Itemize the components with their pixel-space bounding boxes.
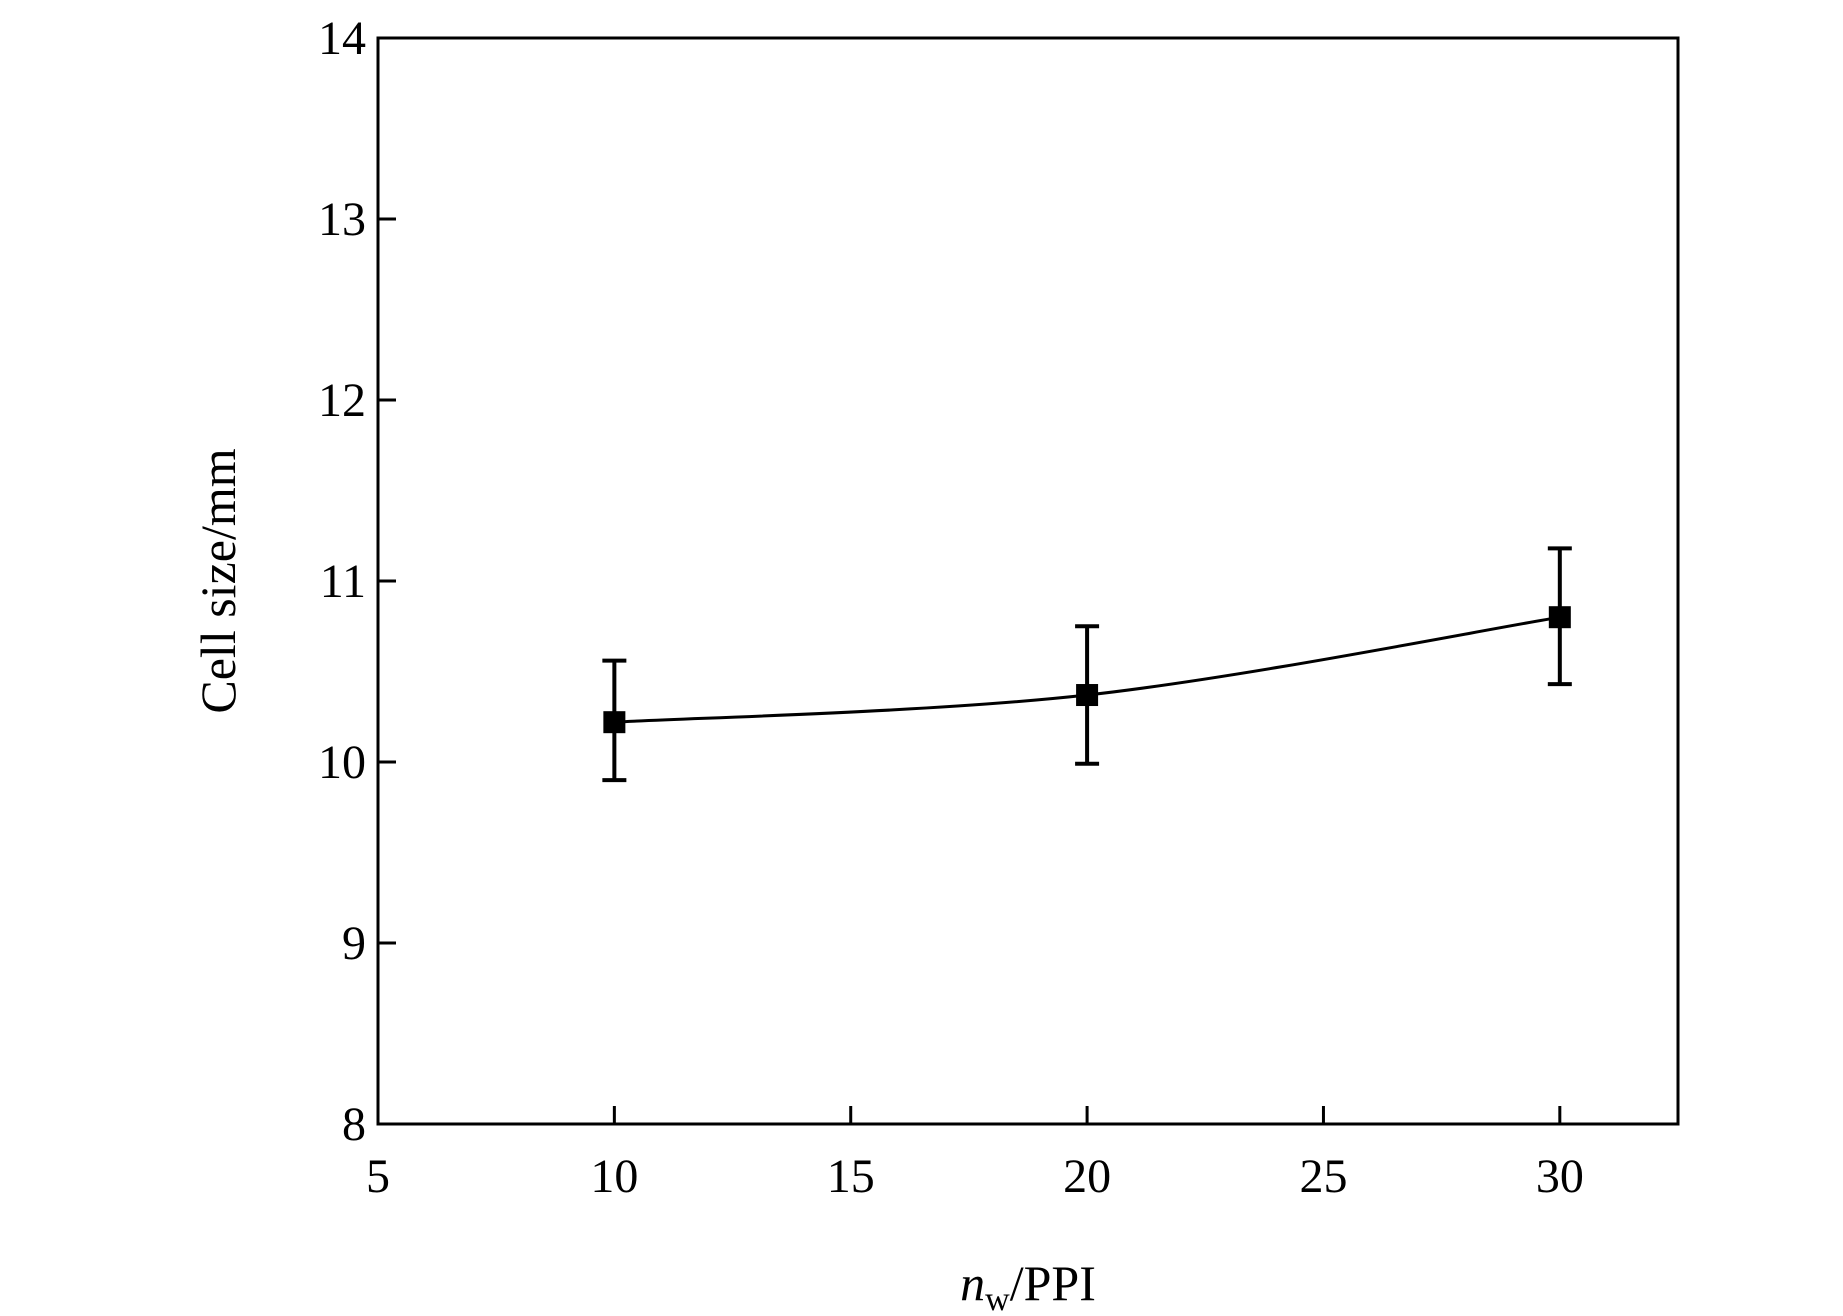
x-tick-label: 5 [366,1150,390,1203]
x-tick-label: 10 [590,1150,638,1203]
y-tick-label: 13 [318,193,366,246]
y-tick-label: 10 [318,736,366,789]
y-axis-ticks: 8 9 10 11 12 13 14 [318,12,396,1151]
data-point [603,711,626,734]
x-tick-label: 15 [827,1150,875,1203]
y-axis-label: Cell size/mm [190,448,246,713]
x-tick-label: 20 [1063,1150,1111,1203]
data-point [1076,684,1099,707]
x-tick-label: 25 [1299,1150,1347,1203]
x-axis-label-subscript: w [985,1281,1010,1316]
y-tick-label: 9 [342,917,366,970]
x-axis-label-symbol: n [960,1255,985,1311]
x-tick-label: 30 [1536,1150,1584,1203]
x-axis-ticks: 5 10 15 20 25 30 [366,1106,1584,1203]
data-point [1548,606,1571,629]
y-tick-label: 14 [318,12,366,65]
x-axis-label: nw/PPI [960,1255,1096,1316]
plot-frame [376,36,1680,1126]
data-points-layer [603,606,1571,734]
y-tick-label: 11 [320,555,366,608]
error-bars-layer [602,546,1572,783]
y-tick-label: 8 [342,1098,366,1151]
y-tick-label: 12 [318,374,366,427]
x-axis-label-unit: /PPI [1010,1255,1096,1311]
